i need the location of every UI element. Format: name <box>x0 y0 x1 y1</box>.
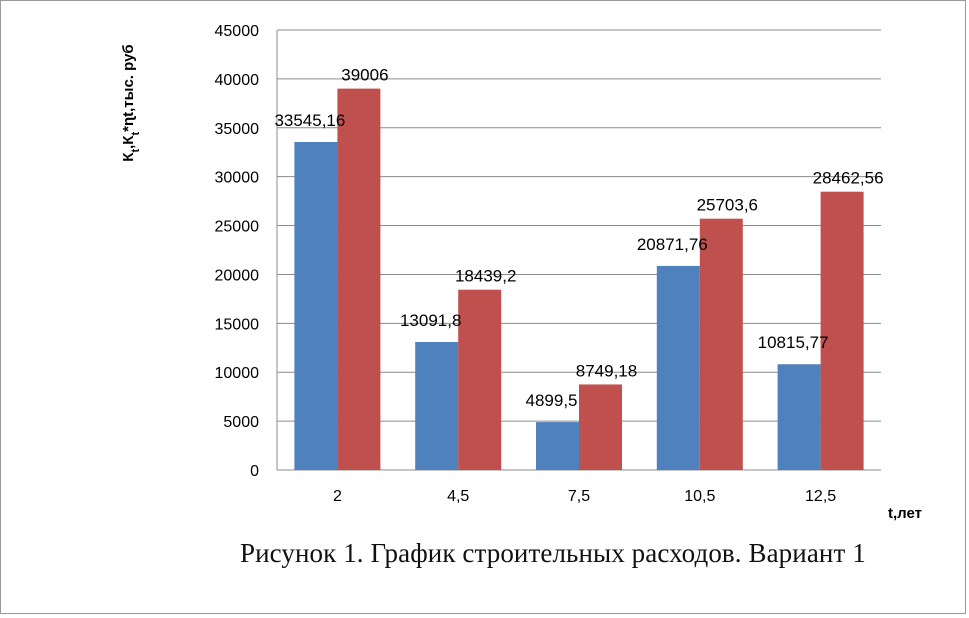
y-tick-label: 0 <box>250 463 259 480</box>
y-axis-label: Кt,Кt*ɳt,тыс. руб <box>120 44 142 161</box>
x-tick-label: 2 <box>333 488 342 505</box>
data-label: 39006 <box>341 66 388 85</box>
bar <box>294 142 338 471</box>
x-axis-label: t,лет <box>888 505 922 522</box>
y-axis-label-part: ,К <box>120 135 137 149</box>
x-tick-label: 10,5 <box>684 488 715 505</box>
data-label: 8749,18 <box>576 361 637 380</box>
bar <box>579 384 622 470</box>
bar <box>337 88 381 470</box>
data-label: 25703,6 <box>697 196 758 215</box>
bar <box>656 265 700 470</box>
y-tick-label: 5000 <box>223 414 259 431</box>
data-label: 33545,16 <box>274 111 345 130</box>
bar <box>699 218 743 470</box>
y-axis-label-subscript: t <box>130 132 142 136</box>
x-tick-label: 4,5 <box>447 488 469 505</box>
data-label: 28462,56 <box>813 169 884 188</box>
x-tick-label: 12,5 <box>805 488 836 505</box>
data-label: 4899,5 <box>526 391 578 410</box>
x-tick-label: 7,5 <box>568 488 590 505</box>
bar <box>777 364 821 470</box>
data-label: 13091,8 <box>400 311 461 330</box>
y-tick-label: 25000 <box>215 219 260 236</box>
data-label: 20871,76 <box>637 235 708 254</box>
y-tick-label: 10000 <box>215 365 260 382</box>
y-tick-label: 45000 <box>215 23 260 40</box>
data-label: 18439,2 <box>455 267 516 286</box>
y-tick-label: 15000 <box>215 316 260 333</box>
y-axis-label-part: *ɳt,тыс. руб <box>120 44 137 132</box>
bar <box>415 341 459 470</box>
data-label: 10815,77 <box>758 333 829 352</box>
figure-caption: Рисунок 1. График строительных расходов.… <box>240 538 866 568</box>
bar <box>820 191 864 471</box>
bar <box>536 422 579 470</box>
y-axis-label-subscript: t <box>130 149 142 153</box>
y-tick-label: 40000 <box>215 72 260 89</box>
y-axis-label-part: К <box>120 152 137 162</box>
y-tick-label: 30000 <box>215 170 260 187</box>
y-tick-label: 35000 <box>215 121 260 138</box>
bar <box>458 289 502 470</box>
y-tick-label: 20000 <box>215 267 260 284</box>
